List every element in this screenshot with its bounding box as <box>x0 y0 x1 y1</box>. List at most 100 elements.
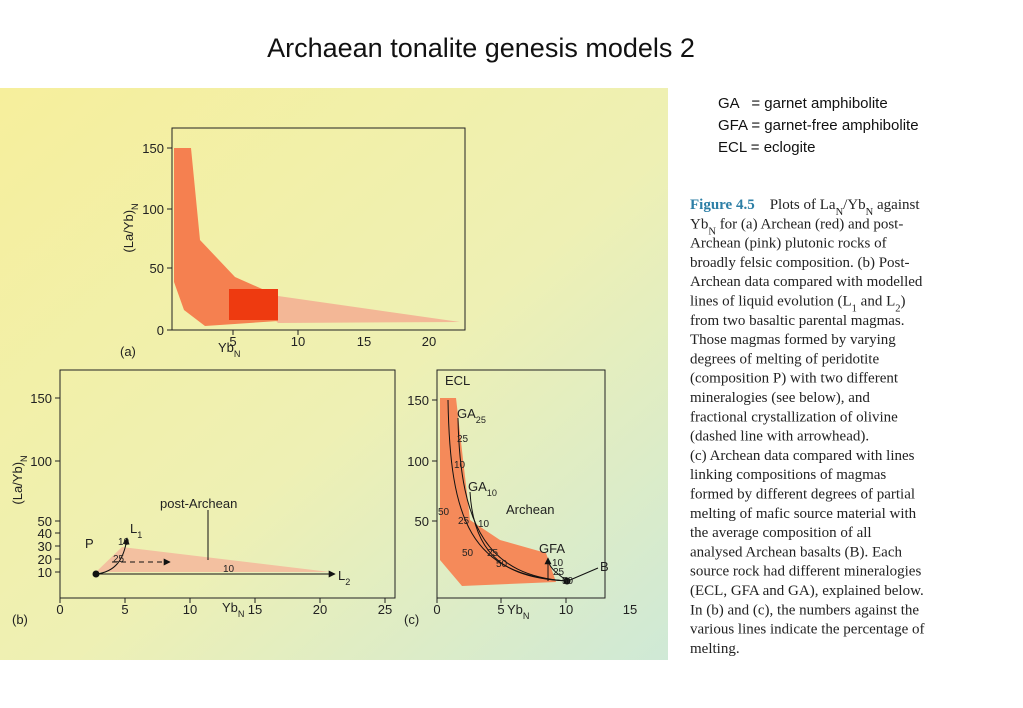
x-tick-label: 5 <box>121 602 128 617</box>
y-tick-label: 100 <box>142 202 164 217</box>
annotation: 50 <box>496 559 508 570</box>
text-run: melting of mafic source material with <box>690 506 917 522</box>
subscript: 1 <box>137 530 142 540</box>
text-run: Plots of La <box>755 197 836 213</box>
text-run: 10 <box>478 519 490 530</box>
archean-field <box>440 398 556 586</box>
text-run: degrees of melting of peridotite <box>690 351 879 367</box>
y-tick-label: 50 <box>415 514 429 529</box>
panel-label: (a) <box>120 344 136 359</box>
caption-line: YbN for (a) Archean (red) and post- <box>690 216 903 237</box>
panel-a-frame <box>171 127 466 331</box>
x-tick-label: 10 <box>559 602 573 617</box>
post-archean-field <box>235 278 460 323</box>
y-tick-label: 150 <box>407 393 429 408</box>
subscript: 25 <box>476 415 486 425</box>
x-tick-label: 0 <box>433 602 440 617</box>
y-tick-label: 30 <box>38 539 52 554</box>
annotation: ECL <box>445 373 470 388</box>
caption-line: mineralogies (see below), and <box>690 390 870 406</box>
text-run: (La/Yb) <box>121 210 136 253</box>
annotation: 10 <box>118 537 130 548</box>
x-tick-label: 15 <box>248 602 262 617</box>
text-run: B <box>600 559 609 574</box>
slide-title: Archaean tonalite genesis models 2 <box>267 33 695 63</box>
y-axis-label: (La/Yb)N <box>121 203 140 252</box>
annotation: 25 <box>457 434 469 445</box>
text-run: In (b) and (c), the numbers against the <box>690 602 919 618</box>
x-tick-label: 10 <box>183 602 197 617</box>
text-run: ECL <box>445 373 470 388</box>
x-tick-label: 20 <box>313 602 327 617</box>
text-run: 25 <box>113 554 125 565</box>
caption-line: Those magmas formed by varying <box>690 332 896 348</box>
point-b <box>563 577 571 585</box>
annotation: GFA <box>539 541 565 556</box>
archean-field <box>174 148 278 326</box>
pointer <box>569 567 599 581</box>
text-run: linking compositions of magmas <box>690 467 886 483</box>
y-tick-label: 40 <box>38 526 52 541</box>
archean-core <box>229 289 278 320</box>
annotation: 25 <box>458 516 470 527</box>
text-run: (ECL, GFA and GA), explained below. <box>690 583 924 599</box>
annotation: GA10 <box>468 479 497 498</box>
post-archean-field <box>96 547 330 572</box>
x-tick-label: 20 <box>422 334 436 349</box>
y-tick-label: 50 <box>38 514 52 529</box>
caption-line: the average composition of all <box>690 525 872 541</box>
text-run: various lines indicate the percentage of <box>690 622 925 638</box>
text-run: 10 <box>454 460 466 471</box>
caption-line: lines of liquid evolution (L1 and L2) <box>690 294 905 315</box>
l1-line <box>95 537 130 575</box>
annotation: GA25 <box>457 406 486 425</box>
text-run: mineralogies (see below), and <box>690 390 870 406</box>
text-run: Those magmas formed by varying <box>690 332 896 348</box>
text-run: 25 <box>487 548 499 559</box>
text-run: Archean <box>506 502 554 517</box>
text-run: 10 <box>552 558 564 569</box>
legend-entry: ECL = eclogite <box>718 139 815 156</box>
caption-line: various lines indicate the percentage of <box>690 622 925 638</box>
y-tick-label: 150 <box>30 391 52 406</box>
subscript: N <box>523 611 530 621</box>
y-tick-label: 150 <box>142 141 164 156</box>
subscript: N <box>234 349 241 359</box>
text-run: (composition P) with two different <box>690 371 899 387</box>
text-run: formed by different degrees of partial <box>690 487 915 503</box>
y-tick-label: 20 <box>38 552 52 567</box>
text-run: Archean (pink) plutonic rocks of <box>690 236 887 252</box>
text-run: and L <box>857 294 895 310</box>
annotation: 50 <box>438 507 450 518</box>
subscript: N <box>19 455 29 462</box>
text-run: against <box>873 197 920 213</box>
panel-label: (b) <box>12 612 28 627</box>
x-tick-label: 10 <box>291 334 305 349</box>
caption-line: linking compositions of magmas <box>690 467 886 483</box>
point-p <box>92 570 100 578</box>
annotation: 25 <box>113 554 125 565</box>
text-run: from two basaltic parental magmas. <box>690 313 905 329</box>
caption-line: (composition P) with two different <box>690 371 899 387</box>
legend-entry: GA = garnet amphibolite <box>718 95 888 112</box>
caption-line: Archean (pink) plutonic rocks of <box>690 236 887 252</box>
annotation: 25 <box>487 548 499 559</box>
subscript: N <box>708 226 716 237</box>
text-run: (La/Yb) <box>10 462 25 505</box>
caption-line: Archean data compared with modelled <box>690 274 923 290</box>
x-tick-label: 5 <box>497 602 504 617</box>
caption-line: source rock had different mineralogies <box>690 564 921 580</box>
text-run: GFA <box>539 541 565 556</box>
caption-line: broadly felsic composition. (b) Post- <box>690 255 910 271</box>
text-run: Yb <box>690 216 708 232</box>
text-run: P <box>85 536 94 551</box>
text-run: 10 <box>118 537 130 548</box>
panel-c-frame <box>436 369 606 599</box>
caption-line: Figure 4.5 Plots of LaN/YbN against <box>690 197 920 218</box>
text-run: (dashed line with arrowhead). <box>690 429 869 445</box>
subscript: N <box>866 207 874 218</box>
x-tick-label: 0 <box>56 602 63 617</box>
annotation: 10 <box>454 460 466 471</box>
caption-line: melting of mafic source material with <box>690 506 917 522</box>
